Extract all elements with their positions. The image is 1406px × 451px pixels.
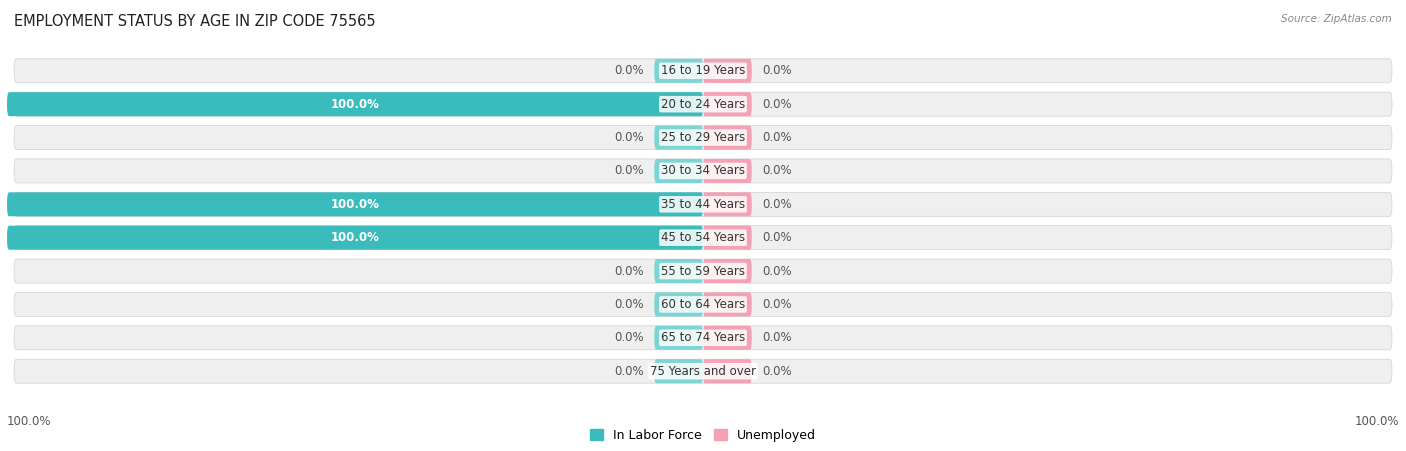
FancyBboxPatch shape bbox=[703, 292, 752, 317]
FancyBboxPatch shape bbox=[7, 226, 703, 250]
Text: 0.0%: 0.0% bbox=[762, 98, 792, 110]
Text: 0.0%: 0.0% bbox=[762, 64, 792, 77]
Text: Source: ZipAtlas.com: Source: ZipAtlas.com bbox=[1281, 14, 1392, 23]
Text: 100.0%: 100.0% bbox=[330, 231, 380, 244]
FancyBboxPatch shape bbox=[703, 359, 752, 383]
FancyBboxPatch shape bbox=[7, 92, 703, 116]
FancyBboxPatch shape bbox=[14, 226, 1392, 250]
FancyBboxPatch shape bbox=[654, 292, 703, 317]
FancyBboxPatch shape bbox=[14, 159, 1392, 183]
Text: 45 to 54 Years: 45 to 54 Years bbox=[661, 231, 745, 244]
Text: 0.0%: 0.0% bbox=[614, 331, 644, 344]
FancyBboxPatch shape bbox=[7, 192, 703, 216]
Text: 0.0%: 0.0% bbox=[762, 298, 792, 311]
Text: 75 Years and over: 75 Years and over bbox=[650, 365, 756, 377]
FancyBboxPatch shape bbox=[703, 59, 752, 83]
Legend: In Labor Force, Unemployed: In Labor Force, Unemployed bbox=[591, 429, 815, 442]
FancyBboxPatch shape bbox=[654, 125, 703, 150]
FancyBboxPatch shape bbox=[14, 292, 1392, 317]
FancyBboxPatch shape bbox=[654, 326, 703, 350]
FancyBboxPatch shape bbox=[14, 92, 1392, 116]
FancyBboxPatch shape bbox=[14, 326, 1392, 350]
Text: 0.0%: 0.0% bbox=[614, 165, 644, 177]
Text: 0.0%: 0.0% bbox=[762, 231, 792, 244]
FancyBboxPatch shape bbox=[14, 59, 1392, 83]
FancyBboxPatch shape bbox=[14, 359, 1392, 383]
Text: 65 to 74 Years: 65 to 74 Years bbox=[661, 331, 745, 344]
Text: 0.0%: 0.0% bbox=[762, 165, 792, 177]
Text: 0.0%: 0.0% bbox=[614, 365, 644, 377]
Text: 0.0%: 0.0% bbox=[762, 131, 792, 144]
Text: 100.0%: 100.0% bbox=[1354, 414, 1399, 428]
Text: 0.0%: 0.0% bbox=[614, 298, 644, 311]
Text: 35 to 44 Years: 35 to 44 Years bbox=[661, 198, 745, 211]
Text: EMPLOYMENT STATUS BY AGE IN ZIP CODE 75565: EMPLOYMENT STATUS BY AGE IN ZIP CODE 755… bbox=[14, 14, 375, 28]
FancyBboxPatch shape bbox=[14, 125, 1392, 150]
Text: 100.0%: 100.0% bbox=[330, 98, 380, 110]
Text: 55 to 59 Years: 55 to 59 Years bbox=[661, 265, 745, 277]
FancyBboxPatch shape bbox=[14, 259, 1392, 283]
Text: 0.0%: 0.0% bbox=[762, 198, 792, 211]
Text: 0.0%: 0.0% bbox=[614, 265, 644, 277]
Text: 0.0%: 0.0% bbox=[614, 131, 644, 144]
FancyBboxPatch shape bbox=[703, 125, 752, 150]
FancyBboxPatch shape bbox=[703, 92, 752, 116]
Text: 20 to 24 Years: 20 to 24 Years bbox=[661, 98, 745, 110]
Text: 100.0%: 100.0% bbox=[330, 198, 380, 211]
FancyBboxPatch shape bbox=[654, 159, 703, 183]
Text: 0.0%: 0.0% bbox=[762, 265, 792, 277]
FancyBboxPatch shape bbox=[14, 192, 1392, 216]
FancyBboxPatch shape bbox=[703, 159, 752, 183]
Text: 0.0%: 0.0% bbox=[762, 365, 792, 377]
Text: 0.0%: 0.0% bbox=[614, 64, 644, 77]
FancyBboxPatch shape bbox=[703, 326, 752, 350]
FancyBboxPatch shape bbox=[703, 259, 752, 283]
Text: 25 to 29 Years: 25 to 29 Years bbox=[661, 131, 745, 144]
Text: 0.0%: 0.0% bbox=[762, 331, 792, 344]
Text: 60 to 64 Years: 60 to 64 Years bbox=[661, 298, 745, 311]
FancyBboxPatch shape bbox=[703, 226, 752, 250]
Text: 30 to 34 Years: 30 to 34 Years bbox=[661, 165, 745, 177]
Text: 100.0%: 100.0% bbox=[7, 414, 52, 428]
FancyBboxPatch shape bbox=[703, 192, 752, 216]
Text: 16 to 19 Years: 16 to 19 Years bbox=[661, 64, 745, 77]
FancyBboxPatch shape bbox=[654, 59, 703, 83]
FancyBboxPatch shape bbox=[654, 259, 703, 283]
FancyBboxPatch shape bbox=[654, 359, 703, 383]
